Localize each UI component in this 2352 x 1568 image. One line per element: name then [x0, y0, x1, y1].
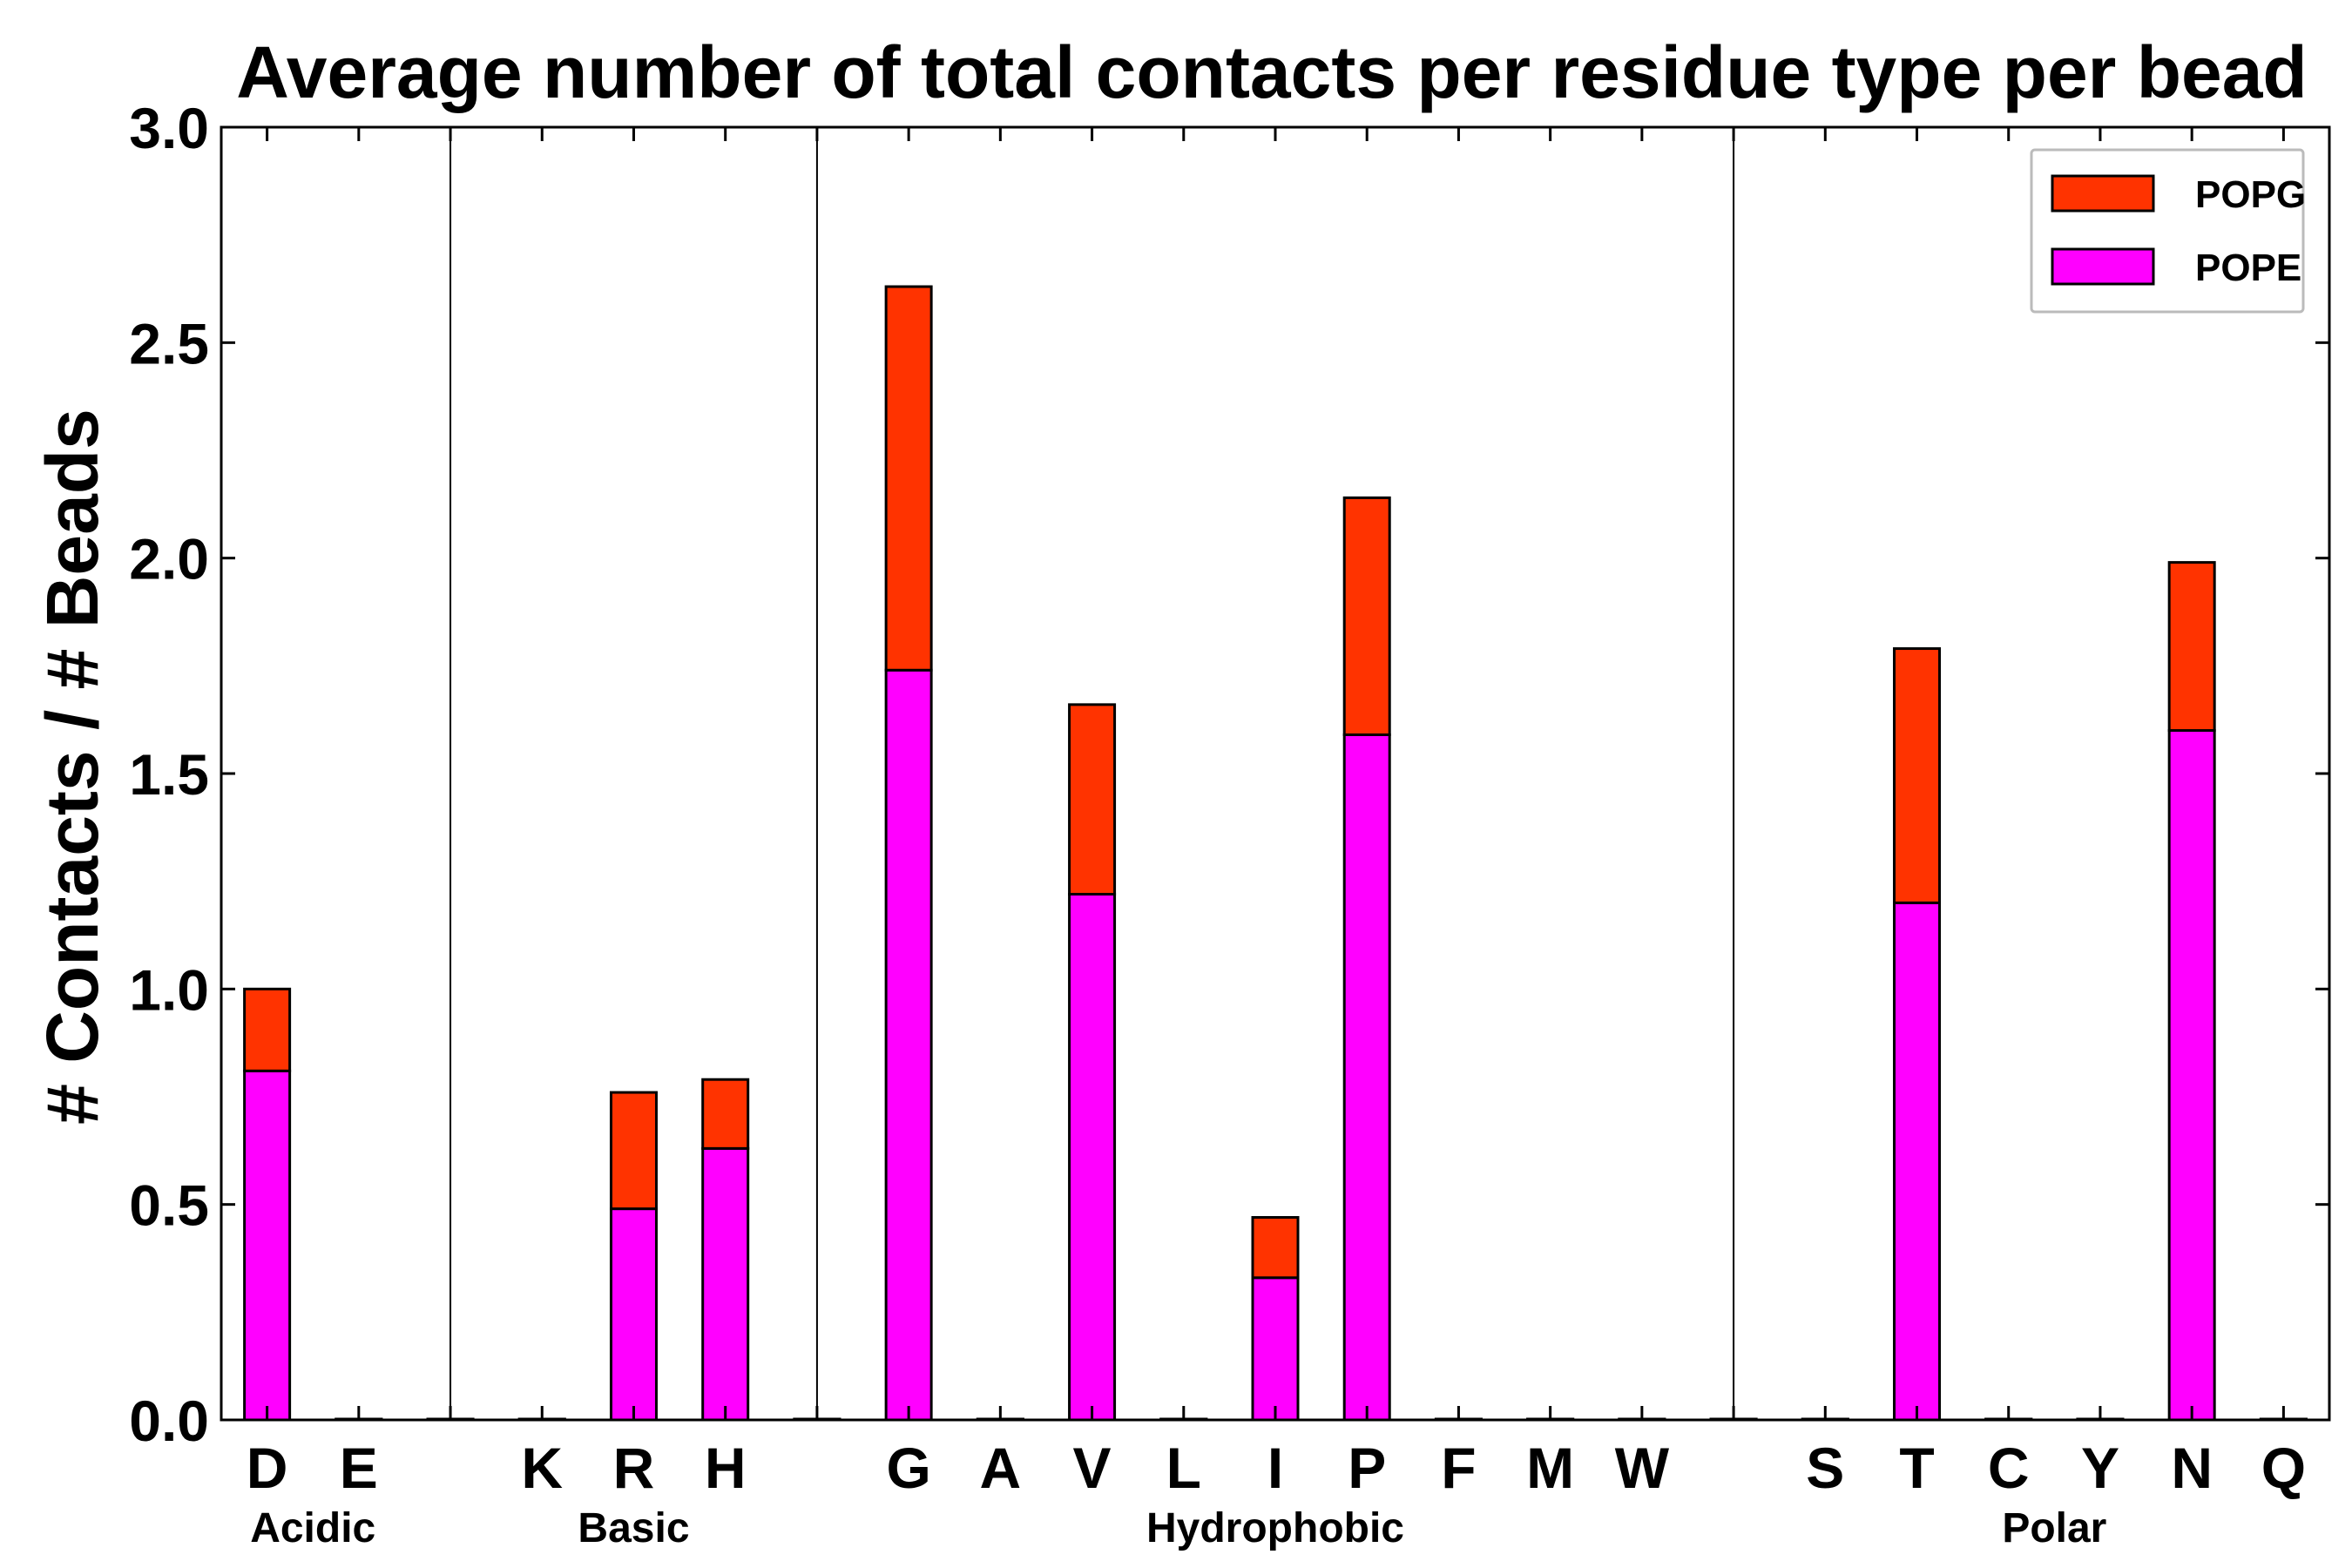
bar-popg-p	[1342, 496, 1391, 736]
y-tick-label: 1.0	[129, 957, 209, 1022]
group-separators	[449, 127, 1735, 1420]
bar-popg-v	[1068, 703, 1117, 896]
x-tick-label-r: R	[613, 1436, 655, 1500]
group-label-polar: Polar	[2002, 1505, 2106, 1551]
x-tick-label-k: K	[521, 1436, 563, 1500]
y-tick-label: 2.5	[129, 311, 209, 375]
bar-pope-r	[609, 1207, 658, 1422]
x-tick-label-l: L	[1166, 1436, 1201, 1500]
y-tick-label: 0.5	[129, 1173, 209, 1238]
x-tick-label-g: G	[886, 1436, 930, 1500]
x-tick-label-t: T	[1899, 1436, 1934, 1500]
x-tick-label-c: C	[1988, 1436, 2030, 1500]
bar-popg-g	[884, 285, 933, 672]
x-tick-label-v: V	[1073, 1436, 1112, 1500]
x-tick-label-p: P	[1348, 1436, 1386, 1500]
x-tick-label-s: S	[1806, 1436, 1844, 1500]
y-tick-label: 0.0	[129, 1389, 209, 1453]
y-axis-label: # Contacts / # Beads	[31, 409, 113, 1125]
x-tick-label-w: W	[1615, 1436, 1670, 1500]
bar-popg-i	[1251, 1216, 1300, 1280]
bar-pope-t	[1893, 901, 1942, 1422]
bar-pope-p	[1342, 733, 1391, 1422]
legend-swatch-popg	[2051, 174, 2155, 213]
bar-pope-v	[1068, 893, 1117, 1422]
group-label-hydrophobic: Hydrophobic	[1146, 1505, 1404, 1551]
legend-label-pope: POPE	[2195, 247, 2301, 289]
legend: POPG POPE	[2030, 148, 2306, 314]
legend-swatch-pope	[2051, 247, 2155, 286]
x-tick-label-q: Q	[2261, 1436, 2306, 1500]
x-tick-label-m: M	[1526, 1436, 1574, 1500]
bar-popg-n	[2167, 561, 2216, 733]
x-tick-label-d: D	[247, 1436, 288, 1500]
chart-title: Average number of total contacts per res…	[236, 31, 2308, 113]
group-labels: Acidic Basic Hydrophobic Polar	[250, 1505, 2106, 1551]
bar-pope-i	[1251, 1276, 1300, 1422]
group-label-basic: Basic	[578, 1505, 689, 1551]
bar-popg-t	[1893, 647, 1942, 904]
y-tick-label: 1.5	[129, 742, 209, 807]
bar-popg-r	[609, 1091, 658, 1211]
bars-layer	[243, 285, 2308, 1422]
x-tick-label-e: E	[340, 1436, 378, 1500]
x-tick-label-i: I	[1267, 1436, 1283, 1500]
x-tick-label-y: Y	[2081, 1436, 2119, 1500]
x-tick-label-n: N	[2171, 1436, 2213, 1500]
bar-pope-d	[243, 1069, 292, 1422]
bar-pope-n	[2167, 729, 2216, 1422]
x-tick-label-h: H	[705, 1436, 747, 1500]
bar-popg-d	[243, 987, 292, 1072]
bar-pope-h	[701, 1146, 750, 1422]
x-tick-label-a: A	[980, 1436, 1022, 1500]
plot-frame	[220, 125, 2331, 1422]
group-label-acidic: Acidic	[250, 1505, 375, 1551]
bar-pope-g	[884, 668, 933, 1422]
legend-label-popg: POPG	[2195, 173, 2306, 216]
bar-popg-h	[701, 1078, 750, 1150]
y-tick-label: 3.0	[129, 96, 209, 160]
y-axis-ticks: 0.0 0.5 1.0 1.5 2.0 2.5 3.0	[129, 96, 2329, 1453]
y-tick-label: 2.0	[129, 527, 209, 591]
x-tick-label-f: F	[1441, 1436, 1476, 1500]
